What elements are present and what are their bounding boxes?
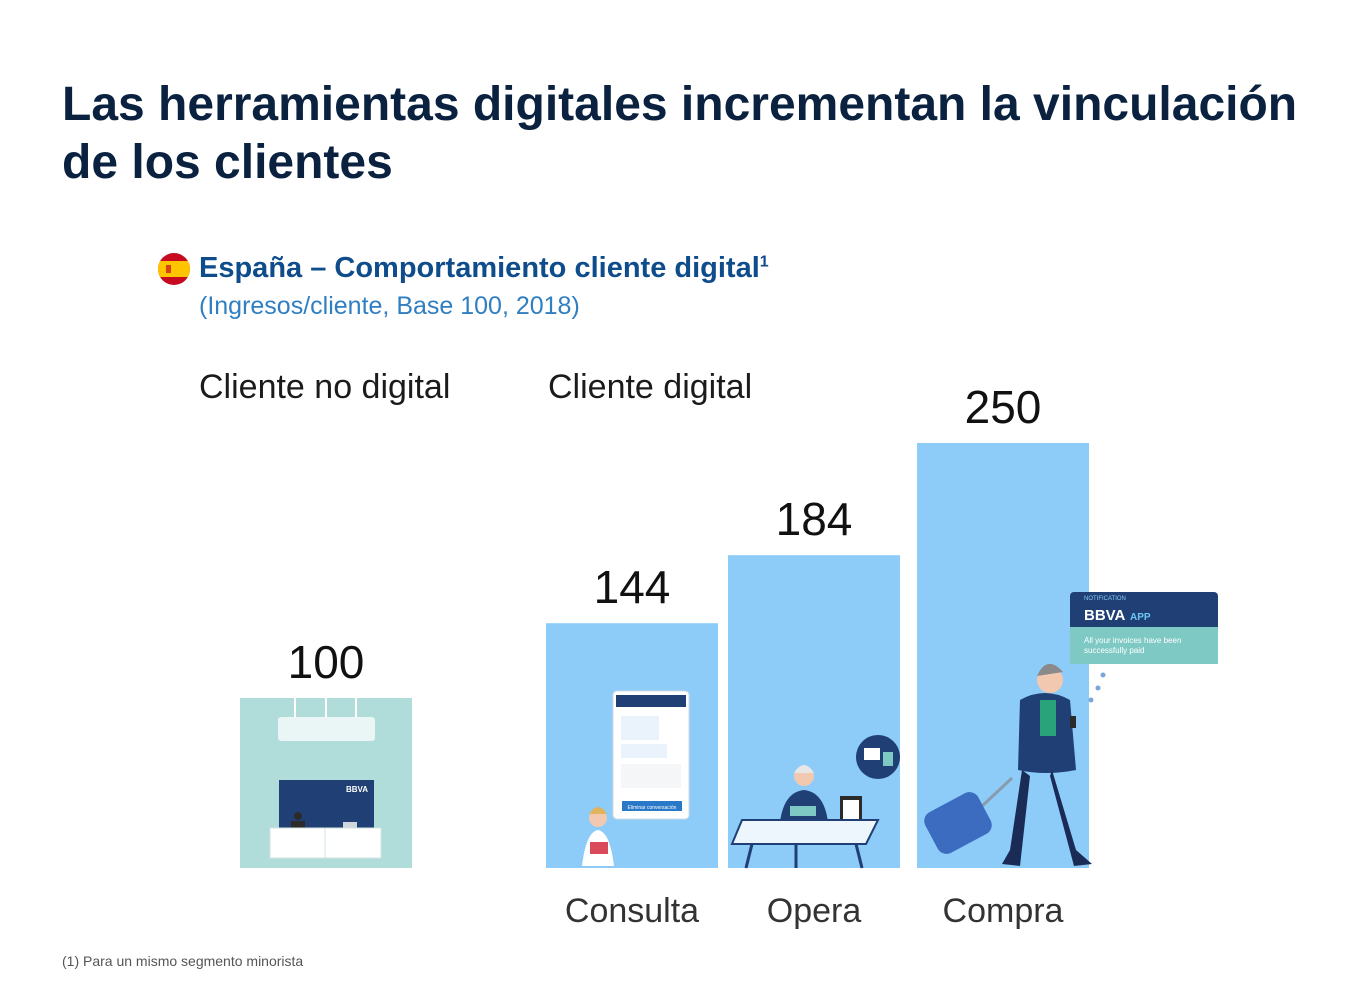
notification-brand: BBVA bbox=[1084, 607, 1126, 624]
notification-tag: NOTIFICATION bbox=[1084, 596, 1126, 602]
category-label: Consulta bbox=[565, 892, 699, 930]
chart-subtitle-text: España – Comportamiento cliente digital bbox=[199, 252, 760, 284]
bar-compra bbox=[917, 443, 1089, 868]
value-label: 100 bbox=[288, 636, 365, 688]
illustrations-layer: BBVA Eliminar conversación bbox=[269, 592, 1218, 869]
traveler-illustration: NOTIFICATION BBVA APP All your invoices … bbox=[924, 592, 1218, 866]
footnote-marker: 1 bbox=[759, 253, 769, 271]
group-label-digital: Cliente digital bbox=[548, 368, 753, 406]
bank-branch-illustration: BBVA bbox=[269, 691, 382, 859]
chart-units: (Ingresos/cliente, Base 100, 2018) bbox=[199, 292, 580, 320]
notification-message-2: successfully paid bbox=[1084, 646, 1144, 655]
title-line-1: Las herramientas digitales incrementan l… bbox=[62, 78, 1298, 131]
spain-flag-icon bbox=[158, 253, 190, 285]
notification-app: APP bbox=[1130, 612, 1151, 623]
group-label-non-digital: Cliente no digital bbox=[199, 368, 451, 406]
chart-subtitle: España – Comportamiento cliente digital1 bbox=[199, 252, 769, 285]
value-label: 144 bbox=[594, 561, 671, 613]
delete-chat-button: Eliminar conversación bbox=[628, 805, 677, 811]
footnote: (1) Para un mismo segmento minorista bbox=[62, 953, 304, 969]
page-title: Las herramientas digitales incrementan l… bbox=[62, 76, 1322, 192]
value-label: 250 bbox=[965, 381, 1042, 433]
title-line-2: de los clientes bbox=[62, 136, 393, 189]
chat-phone-illustration: Eliminar conversación bbox=[582, 690, 690, 866]
notification-message-1: All your invoices have been bbox=[1084, 636, 1181, 645]
desk-illustration bbox=[730, 735, 900, 869]
category-label: Opera bbox=[767, 892, 862, 930]
category-label: Compra bbox=[943, 892, 1064, 930]
labels-layer: 100 144 Consulta 184 Opera 250 Compra bbox=[288, 381, 1064, 930]
value-label: 184 bbox=[776, 493, 853, 545]
branch-sign: BBVA bbox=[346, 785, 368, 794]
